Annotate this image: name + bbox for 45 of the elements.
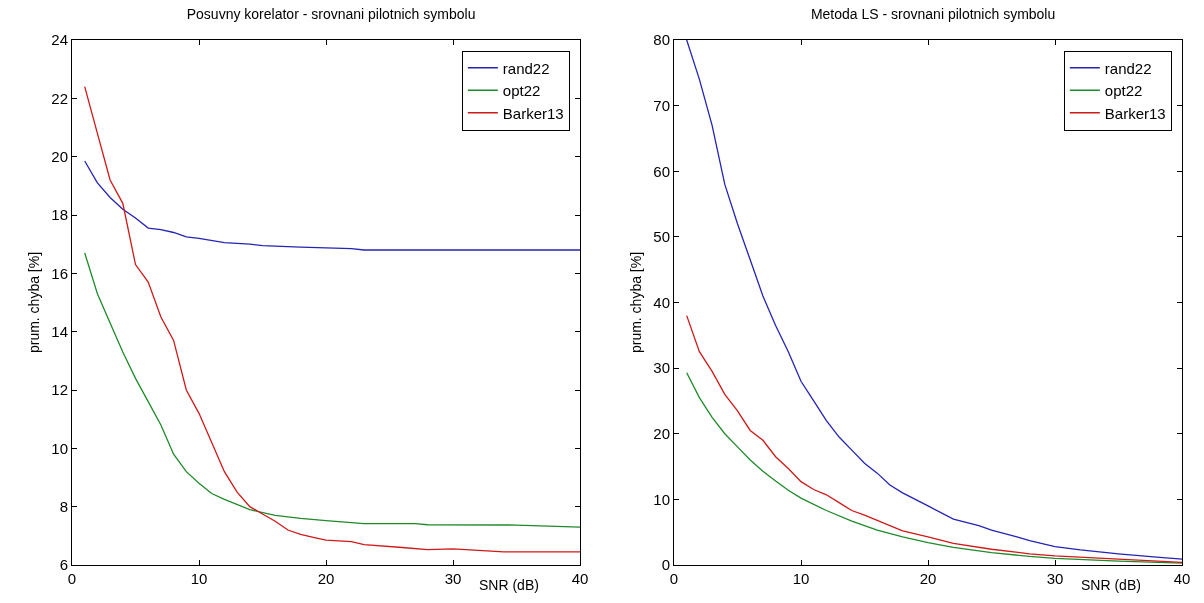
y-tick-label: 0 xyxy=(661,556,670,574)
y-tick-label: 50 xyxy=(653,228,670,246)
y-tick-label: 24 xyxy=(51,31,68,49)
y-tick-label: 20 xyxy=(653,425,670,442)
legend-label: Barker13 xyxy=(502,104,564,122)
y-tick-label: 70 xyxy=(653,96,670,114)
line-series xyxy=(84,160,580,251)
y-tick-label: 60 xyxy=(653,162,670,180)
y-tick-label: 8 xyxy=(59,497,68,515)
legend-label: Barker13 xyxy=(1104,104,1166,122)
y-tick-label: 40 xyxy=(653,293,670,311)
x-tick-label: 30 xyxy=(444,570,462,587)
line-series xyxy=(686,372,1182,564)
x-tick-label: 30 xyxy=(1046,570,1064,587)
x-tick-label: 20 xyxy=(317,570,335,587)
y-tick-label: 16 xyxy=(51,264,68,282)
y-axis-title: prum. chyba [%] xyxy=(25,251,42,354)
y-tick-label: 20 xyxy=(51,147,68,165)
x-axis-title: SNR (dB) xyxy=(1081,577,1141,593)
line-series xyxy=(686,314,1182,564)
chart-title: Posuvny korelator - srovnani pilotnich symbolu xyxy=(186,5,476,22)
legend-label: rand22 xyxy=(1104,59,1152,77)
y-tick-label: 80 xyxy=(653,31,670,49)
x-tick-label: 10 xyxy=(792,570,810,587)
legend-label: opt22 xyxy=(1104,82,1143,100)
x-tick-label: 40 xyxy=(571,570,589,587)
y-tick-label: 6 xyxy=(59,556,68,574)
x-tick-label: 10 xyxy=(190,570,208,587)
y-tick-label: 30 xyxy=(653,359,670,377)
x-axis-title: SNR (dB) xyxy=(479,577,539,593)
chart-title: Metoda LS - srovnani pilotnich symbolu xyxy=(810,5,1056,22)
legend-label: opt22 xyxy=(502,82,541,100)
y-tick-label: 22 xyxy=(51,89,68,107)
x-tick-label: 20 xyxy=(919,570,937,587)
line-series xyxy=(84,252,580,528)
line-series xyxy=(84,86,580,553)
legend-label: rand22 xyxy=(502,59,550,77)
x-tick-label: 40 xyxy=(1173,570,1191,587)
y-tick-label: 10 xyxy=(653,490,670,508)
y-tick-label: 12 xyxy=(51,381,68,399)
y-axis-title: prum. chyba [%] xyxy=(627,251,644,354)
y-tick-label: 10 xyxy=(51,439,68,457)
y-tick-label: 14 xyxy=(51,322,68,340)
y-tick-label: 18 xyxy=(51,206,68,224)
line-series xyxy=(686,40,1182,560)
